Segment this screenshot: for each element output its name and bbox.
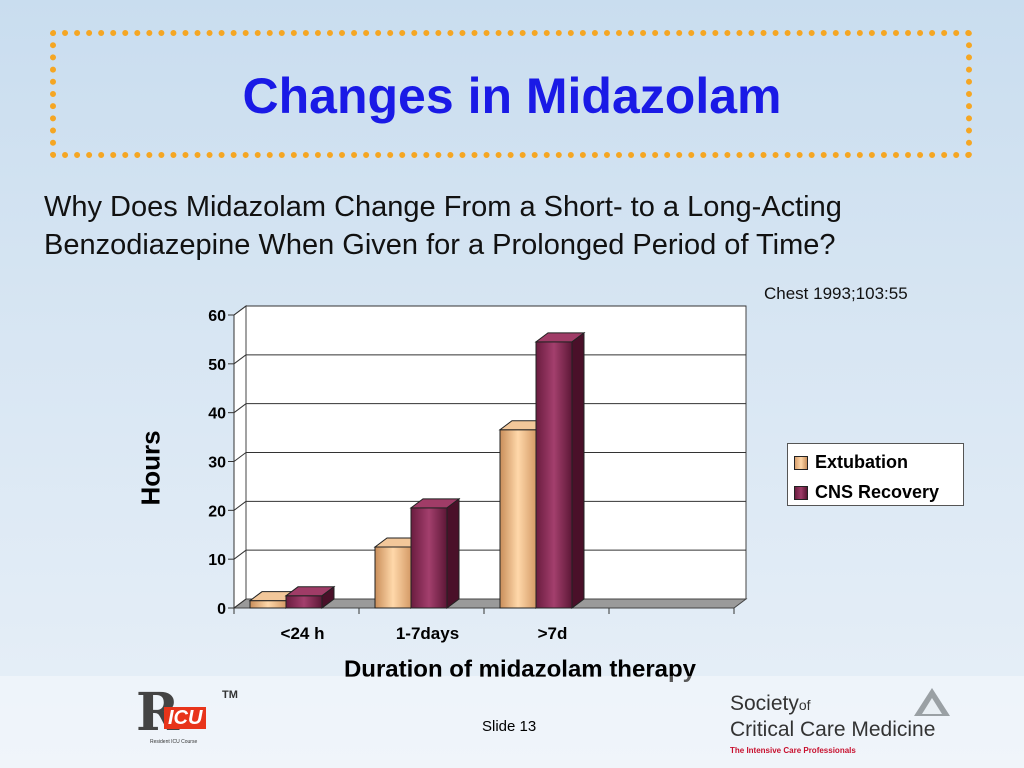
legend-item-cns-recovery: CNS Recovery — [794, 482, 939, 503]
sccm-logo: Societyof Critical Care Medicine The Int… — [724, 686, 964, 756]
subtitle-line-2: Benzodiazepine When Given for a Prolonge… — [44, 229, 836, 261]
gridline-side — [233, 500, 247, 511]
x-axis-label: Duration of midazolam therapy — [343, 656, 697, 683]
slide-subtitle: Why Does Midazolam Change From a Short- … — [44, 188, 1004, 264]
chart-legend: Extubation CNS Recovery — [787, 443, 964, 506]
y-tick-label: 50 — [208, 357, 226, 374]
y-axis-label: Hours — [135, 430, 166, 506]
gridline-side — [233, 549, 247, 560]
title-border — [50, 30, 972, 158]
y-tick-label: 60 — [208, 308, 226, 325]
logo-trademark: TM — [222, 689, 238, 701]
sccm-triangle-icon — [914, 688, 950, 716]
legend-swatch-extubation — [794, 455, 808, 470]
gridline-side — [233, 598, 247, 609]
y-tick-label: 20 — [208, 503, 226, 520]
y-tick-label: 0 — [217, 601, 226, 618]
y-tick-label: 40 — [208, 406, 226, 423]
sccm-society-word: Society — [730, 692, 799, 715]
logo-subtitle: Resident ICU Course — [150, 739, 198, 745]
x-tick-label: <24 h — [281, 624, 325, 643]
gridline-side — [233, 452, 247, 462]
legend-label-extubation: Extubation — [815, 452, 908, 472]
x-tick-label: 1-7days — [396, 624, 459, 643]
gridline-side — [233, 354, 247, 365]
bar-cns-recovery-0 — [284, 585, 336, 609]
subtitle-line-1: Why Does Midazolam Change From a Short- … — [44, 191, 842, 223]
slide-title: Changes in Midazolam — [242, 68, 782, 124]
sccm-of-word: of — [798, 697, 811, 713]
sccm-name: Critical Care Medicine — [730, 718, 936, 741]
legend-label-cns-recovery: CNS Recovery — [815, 482, 940, 502]
gridline-side — [233, 403, 247, 414]
gridline-side — [233, 305, 247, 316]
bar-cns-recovery-1 — [409, 497, 461, 609]
citation: Chest 1993;103:55 — [764, 284, 908, 303]
logo-word: ICU — [164, 707, 207, 729]
y-tick-label: 30 — [208, 455, 226, 472]
sccm-society: Societyof — [730, 692, 811, 716]
legend-swatch-cns-recovery — [794, 485, 808, 500]
slide-number: Slide 13 — [482, 718, 537, 735]
resident-icu-logo: R ICU TM Resident ICU Course — [130, 683, 250, 753]
bar-cns-recovery-2 — [534, 331, 586, 609]
legend-item-extubation: Extubation — [794, 452, 908, 473]
y-tick-label: 10 — [208, 552, 226, 569]
sccm-tagline: The Intensive Care Professionals — [730, 746, 856, 755]
x-tick-label: >7d — [538, 624, 568, 643]
